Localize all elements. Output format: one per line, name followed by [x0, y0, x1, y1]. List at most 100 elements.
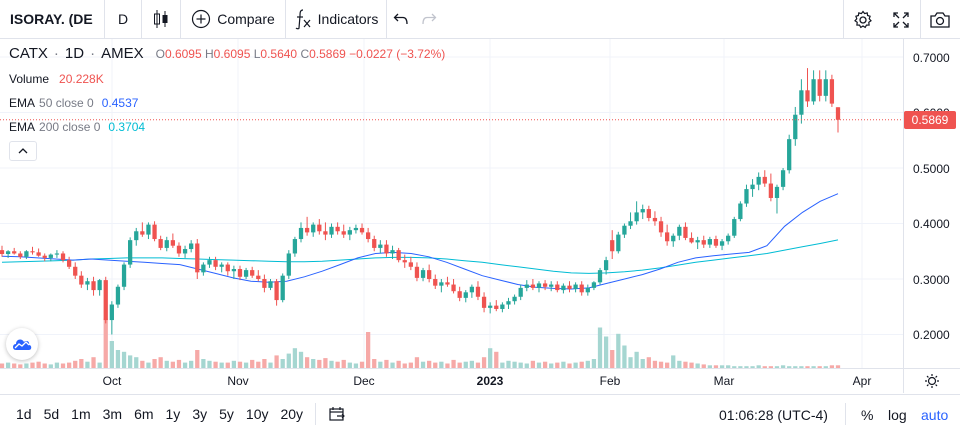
tradingview-logo[interactable] — [6, 328, 38, 360]
volume-bar — [567, 363, 572, 368]
volume-legend[interactable]: Volume 20.228K — [9, 72, 104, 86]
time-axis[interactable]: Oct Nov Dec 2023 Feb Mar Apr — [0, 368, 903, 393]
change-value: −0.0227 (−3.72%) — [349, 47, 446, 61]
log-scale-toggle[interactable]: log — [888, 406, 907, 423]
high-label: H — [205, 47, 214, 61]
volume-bar — [811, 366, 816, 368]
toolbar-divider — [104, 0, 105, 39]
ema50-legend[interactable]: EMA 50 close 0 0.4537 — [9, 96, 138, 110]
volume-bar — [823, 366, 828, 368]
range-button-3y[interactable]: 3y — [192, 406, 208, 422]
candle — [561, 283, 566, 294]
candle-body — [280, 275, 285, 301]
range-button-5d[interactable]: 5d — [43, 406, 60, 422]
candle-body — [262, 279, 267, 288]
candle — [115, 284, 121, 308]
candle — [591, 281, 597, 291]
interval-button[interactable]: D — [105, 0, 141, 39]
range-button-5y[interactable]: 5y — [219, 406, 234, 422]
candle — [250, 266, 255, 278]
candle-body — [707, 239, 712, 245]
calendar-goto-icon — [329, 407, 345, 421]
candle — [60, 251, 66, 263]
candle — [445, 276, 450, 287]
settings-button[interactable] — [844, 0, 882, 39]
volume-bar — [335, 361, 340, 368]
candle — [182, 245, 188, 258]
range-button-20y[interactable]: 20y — [280, 406, 304, 422]
legend-separator: · — [90, 45, 96, 62]
axis-settings-button[interactable] — [903, 368, 960, 393]
volume-bar — [481, 357, 487, 368]
ema200-legend[interactable]: EMA 200 close 0 0.3704 — [9, 120, 145, 134]
candle — [536, 281, 542, 293]
candle — [634, 201, 639, 225]
candle-body — [54, 253, 60, 255]
volume-bar — [549, 363, 554, 368]
candle — [128, 237, 133, 268]
candle — [689, 232, 694, 244]
collapse-legend-button[interactable] — [9, 141, 37, 161]
range-button-1d[interactable]: 1d — [16, 406, 32, 422]
redo-button[interactable] — [415, 0, 443, 39]
volume-bar — [420, 361, 426, 368]
chart-type-button[interactable] — [142, 0, 180, 39]
price-scale[interactable]: 0.7000 0.6000 0.5000 0.4000 0.3000 0.200… — [903, 39, 960, 368]
candle — [292, 236, 298, 257]
percent-scale-toggle[interactable]: % — [861, 406, 874, 423]
volume-bar — [286, 353, 291, 368]
candle-body — [170, 240, 175, 246]
range-button-6m[interactable]: 6m — [134, 406, 154, 422]
undo-button[interactable] — [387, 0, 415, 39]
compare-button[interactable]: Compare — [181, 0, 285, 39]
volume-bar — [152, 359, 157, 368]
volume-bar — [744, 366, 749, 368]
fullscreen-button[interactable] — [882, 0, 920, 39]
candle-body — [512, 296, 517, 302]
candle — [555, 281, 560, 293]
volume-bar — [506, 360, 511, 368]
auto-scale-toggle[interactable]: auto — [921, 406, 949, 423]
volume-bar — [536, 362, 542, 368]
symbol-search-button[interactable]: ISORAY. (DE — [0, 0, 104, 39]
candle — [164, 236, 169, 252]
price-chart[interactable] — [0, 39, 903, 368]
volume-bar — [201, 359, 206, 368]
range-button-1m[interactable]: 1m — [71, 406, 91, 422]
candle — [799, 79, 804, 124]
candle-body — [555, 284, 560, 291]
time-tick: Nov — [227, 374, 249, 388]
volume-bar — [250, 359, 255, 368]
volume-bar — [451, 359, 456, 368]
candle-body — [250, 270, 255, 276]
candle — [457, 286, 462, 302]
timezone-clock[interactable]: 01:06:28 (UTC-4) — [719, 406, 828, 423]
volume-bar — [829, 365, 835, 368]
indicators-button[interactable]: Indicators — [286, 0, 386, 39]
candle-body — [622, 225, 627, 235]
volume-bar — [640, 359, 645, 368]
volume-bar — [97, 362, 102, 368]
candle-body — [24, 251, 29, 257]
volume-bar — [414, 357, 420, 368]
candle-body — [195, 243, 200, 273]
volume-bar — [457, 362, 462, 368]
candlestick-series — [0, 68, 841, 335]
candle-body — [420, 270, 426, 278]
candle — [256, 270, 261, 282]
goto-date-button[interactable] — [322, 395, 352, 433]
candle — [231, 265, 237, 279]
range-button-1y[interactable]: 1y — [165, 406, 181, 422]
candle-body — [213, 260, 218, 267]
candle-body — [30, 251, 35, 253]
candle-body — [585, 287, 590, 293]
range-button-3m[interactable]: 3m — [102, 406, 123, 422]
candle — [646, 205, 651, 222]
snapshot-button[interactable] — [921, 0, 959, 39]
range-button-10y[interactable]: 10y — [245, 406, 269, 422]
ema200-label: EMA — [9, 120, 36, 134]
volume-bar — [707, 365, 712, 368]
candle — [158, 235, 163, 251]
legend-ticker[interactable]: CATX — [9, 45, 48, 62]
candle-body — [298, 227, 304, 240]
